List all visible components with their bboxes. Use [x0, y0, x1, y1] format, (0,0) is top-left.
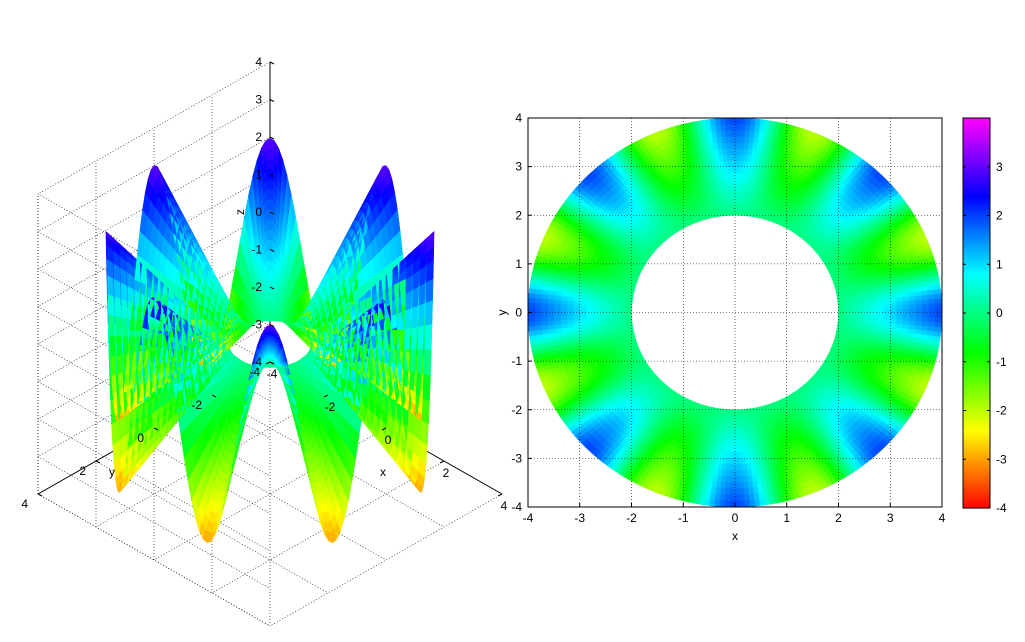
- heatmap-cell: [734, 208, 739, 216]
- floor-gridline-x: [153, 427, 387, 561]
- back-wall-gridline: [37, 136, 271, 270]
- surface-patch: [269, 198, 274, 211]
- x-tick-mark: [439, 460, 445, 464]
- surface-patch: [267, 229, 271, 241]
- z-tick-mark: [269, 99, 275, 102]
- x-tick-label: 0: [385, 433, 392, 447]
- floor-gridline-y: [95, 460, 329, 594]
- surface-patch: [424, 323, 433, 350]
- surface-patch: [425, 299, 433, 326]
- heatmap-cell: [731, 196, 736, 204]
- surface-patch: [269, 208, 274, 221]
- heatmap-cell: [734, 202, 739, 210]
- floor-gridline-x: [95, 394, 329, 528]
- back-wall-gridline: [37, 211, 271, 345]
- heatmap-cell: [728, 415, 733, 423]
- surface-patch: [267, 249, 271, 261]
- heatmap-cell: [624, 309, 632, 313]
- y-tick-label: 4: [21, 497, 28, 511]
- x-tick-label: -2: [325, 400, 336, 414]
- heatmap-cell: [838, 312, 846, 316]
- floor-gridline-x: [211, 460, 445, 594]
- surface-patch: [269, 219, 274, 231]
- z-tick-label: 4: [255, 55, 262, 69]
- surface-patch: [266, 208, 271, 221]
- z-tick-label: 0: [255, 205, 262, 219]
- floor-gridline-y: [211, 394, 445, 528]
- back-wall-gridline: [37, 174, 271, 307]
- surface-patch: [269, 229, 273, 241]
- surface-y-axis-label: y: [109, 465, 115, 479]
- back-wall-gridline: [37, 324, 271, 457]
- z-tick-label: 1: [255, 168, 262, 182]
- side-wall-gridline: [37, 418, 271, 552]
- y-tick-label: 0: [137, 431, 144, 445]
- surface-patch: [267, 259, 271, 271]
- z-tick-label: -3: [251, 318, 262, 332]
- surface-z-axis-label: z: [233, 209, 247, 215]
- heatmap-cell: [737, 196, 742, 204]
- y-tick-label: -4: [249, 365, 260, 379]
- surface-mesh: [105, 137, 435, 543]
- back-wall-gridline: [37, 286, 271, 420]
- back-wall-gridline: [37, 249, 271, 382]
- surface-patch: [422, 373, 431, 401]
- surface-patch: [266, 219, 271, 231]
- y-tick-mark: [95, 460, 101, 464]
- side-wall-gridline: [37, 456, 271, 589]
- heatmap-cell: [618, 306, 626, 311]
- surface-x-axis-label: x: [380, 465, 386, 479]
- floor-gridline-y: [153, 427, 387, 561]
- side-wall-gridline: [37, 381, 271, 514]
- z-tick-label: -1: [251, 243, 262, 257]
- surface-patch: [421, 397, 430, 425]
- back-wall-gridline: [37, 61, 271, 195]
- heatmap-cell: [737, 202, 742, 210]
- y-tick-mark: [37, 493, 43, 497]
- floor-gridline-x: [269, 493, 503, 627]
- x-tick-label: -4: [267, 367, 278, 381]
- x-tick-label: 4: [501, 499, 508, 513]
- heatmap-cell: [844, 312, 852, 316]
- surface-patch: [266, 188, 271, 201]
- heatmap-cell: [731, 415, 736, 423]
- z-tick-label: 2: [255, 130, 262, 144]
- x-tick-label: 2: [443, 466, 450, 480]
- heatmap-cell: [731, 409, 736, 417]
- surface-patch: [267, 279, 271, 291]
- z-tick-label: 3: [255, 93, 262, 107]
- z-tick-mark: [269, 61, 275, 65]
- x-tick-mark: [497, 493, 503, 497]
- heatmap-cell: [844, 314, 852, 319]
- surface-patch: [267, 239, 271, 251]
- heatmap-cell: [734, 196, 739, 204]
- surface-patch: [423, 348, 432, 376]
- surface-patch: [266, 198, 271, 211]
- back-wall-gridline: [37, 99, 271, 232]
- y-tick-label: 2: [79, 464, 86, 478]
- y-tick-label: -2: [191, 398, 202, 412]
- side-wall-gridline: [37, 493, 271, 627]
- surface-patch: [269, 137, 275, 151]
- z-tick-label: -2: [251, 280, 262, 294]
- surface-patch: [267, 269, 271, 281]
- heatmap-cell: [618, 309, 626, 313]
